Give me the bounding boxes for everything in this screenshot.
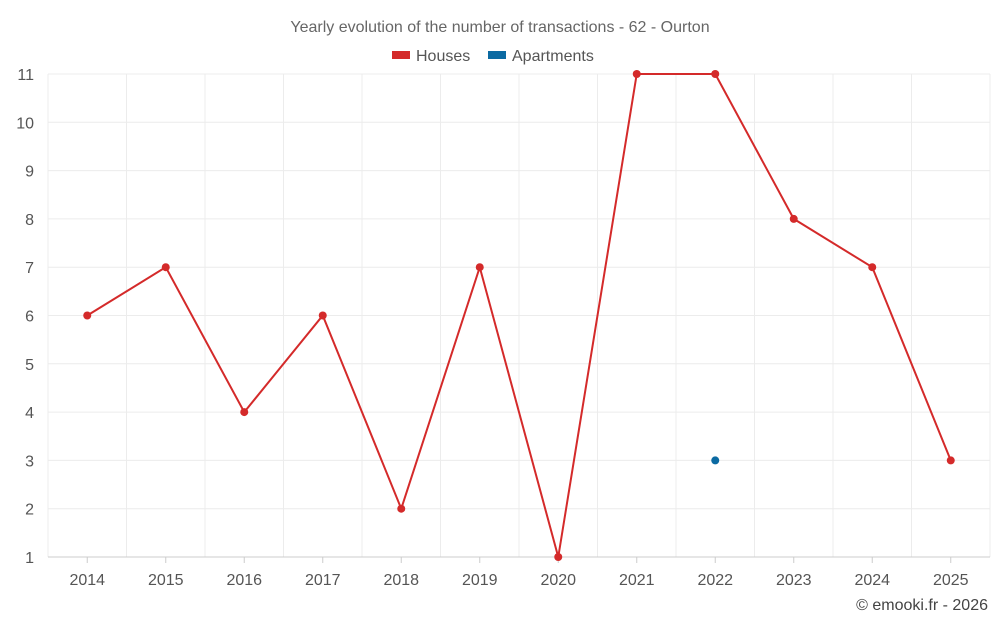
y-tick-label: 7 [25, 260, 34, 277]
data-point-houses-2016[interactable] [240, 408, 249, 417]
y-tick-label: 9 [25, 164, 34, 181]
y-tick-label: 6 [25, 309, 34, 326]
chart-title: Yearly evolution of the number of transa… [290, 19, 709, 36]
legend: Houses Apartments [392, 48, 594, 65]
x-tick-label: 2023 [776, 572, 812, 589]
x-tick-label: 2016 [226, 572, 262, 589]
y-tick-label: 4 [25, 405, 34, 422]
x-tick-label: 2025 [933, 572, 969, 589]
y-tick-label: 8 [25, 212, 34, 229]
x-tick-label: 2022 [697, 572, 733, 589]
legend-label-houses: Houses [416, 48, 470, 65]
x-tick-label: 2020 [540, 572, 576, 589]
data-point-houses-2024[interactable] [868, 263, 877, 272]
y-tick-label: 1 [25, 550, 34, 567]
grid [47, 73, 991, 557]
data-point-houses-2017[interactable] [318, 311, 327, 320]
y-tick-label: 5 [25, 357, 34, 374]
data-point-houses-2021[interactable] [632, 70, 641, 78]
x-tick-label: 2015 [148, 572, 184, 589]
data-point-houses-2014[interactable] [83, 311, 92, 320]
data-point-houses-2022[interactable] [711, 70, 720, 78]
x-tick-label: 2019 [462, 572, 498, 589]
series-line-houses [86, 73, 952, 558]
data-point-houses-2019[interactable] [475, 263, 484, 272]
data-point-houses-2020[interactable] [554, 553, 563, 561]
axes: 1 2 3 4 5 6 7 8 9 10 11 2014 2015 2016 2017 2018 2019 202… [16, 67, 990, 589]
credit-text: © emooki.fr - 2026 [856, 597, 988, 614]
series [83, 70, 955, 561]
x-tick-label: 2017 [305, 572, 341, 589]
data-point-houses-2018[interactable] [397, 504, 406, 513]
y-tick-label: 10 [16, 115, 34, 132]
y-tick-label: 11 [17, 67, 34, 84]
x-tick-label: 2018 [383, 572, 419, 589]
x-tick-label: 2024 [854, 572, 890, 589]
data-point-houses-2025[interactable] [946, 456, 955, 465]
data-point-houses-2015[interactable] [161, 263, 170, 272]
legend-item-houses[interactable]: Houses [392, 48, 470, 65]
legend-swatch-apartments [488, 51, 506, 59]
data-point-apartments-2022[interactable] [711, 456, 720, 465]
x-tick-label: 2014 [69, 572, 105, 589]
x-tick-label: 2021 [619, 572, 655, 589]
y-tick-label: 2 [25, 502, 34, 519]
y-tick-label: 3 [25, 453, 34, 470]
legend-swatch-houses [392, 51, 410, 59]
data-point-houses-2023[interactable] [789, 214, 798, 223]
legend-item-apartments[interactable]: Apartments [488, 48, 594, 65]
legend-label-apartments: Apartments [512, 48, 594, 65]
